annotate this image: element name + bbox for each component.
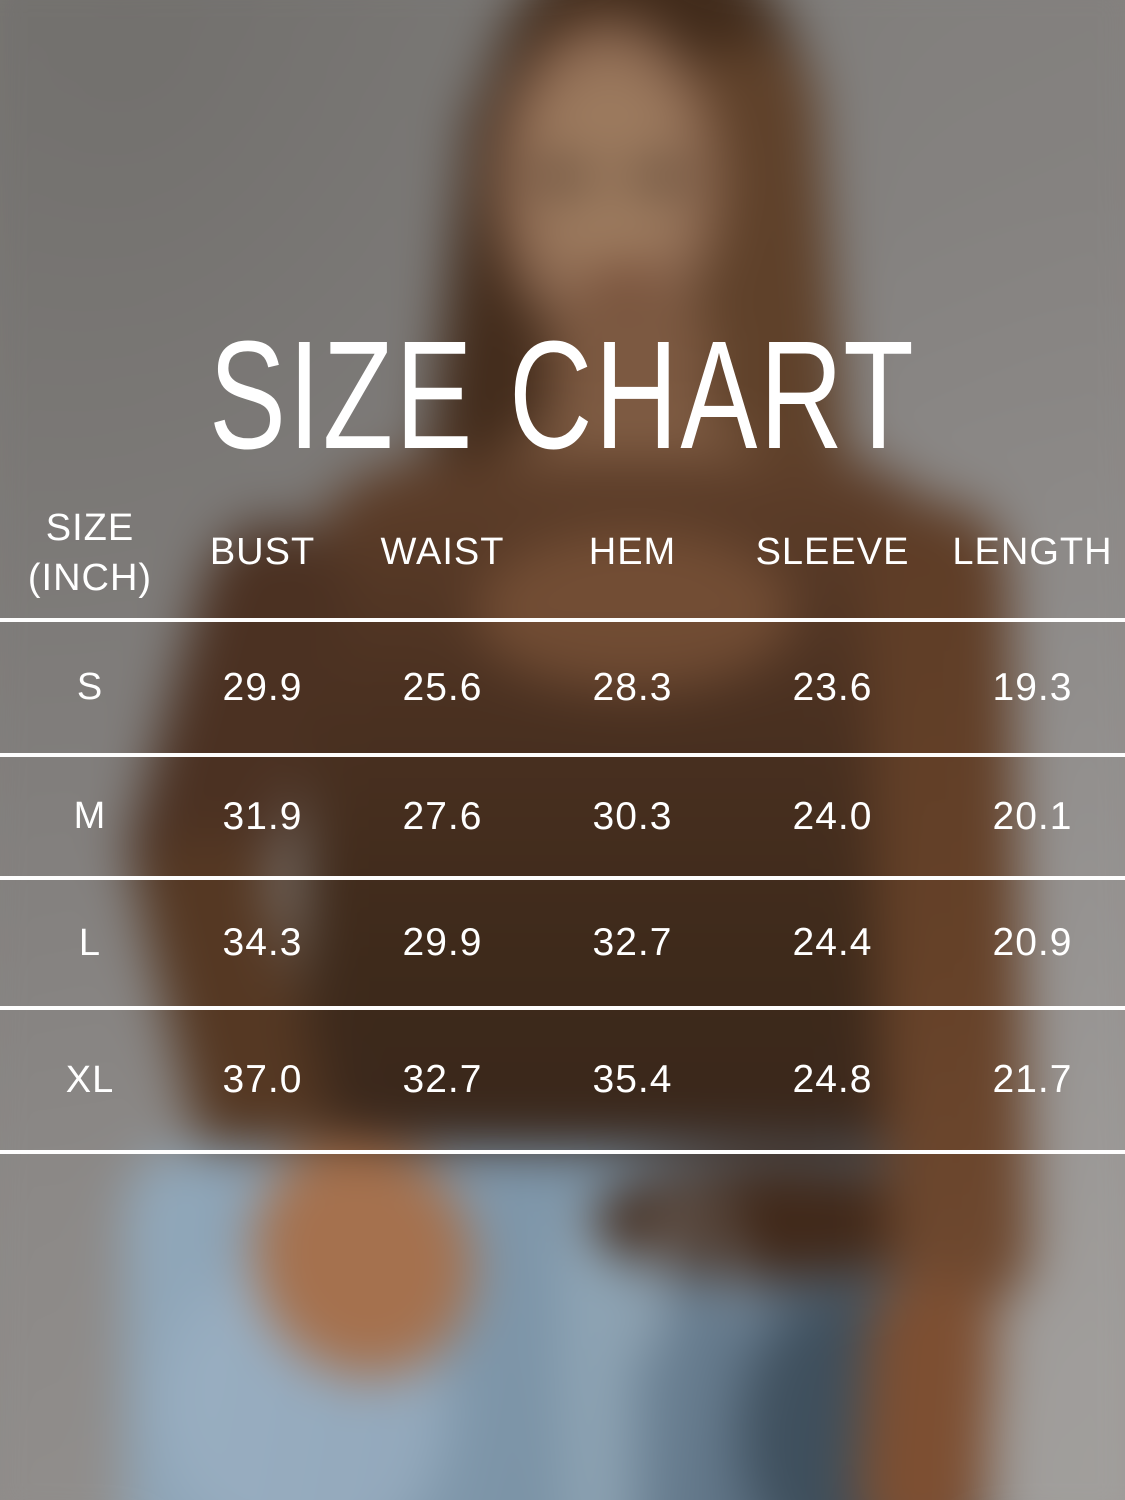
- sleeve-value: 24.0: [792, 794, 873, 838]
- column-header-waist: WAIST: [380, 531, 505, 573]
- waist-value: 29.9: [402, 921, 483, 964]
- column-header-sleeve: SLEEVE: [755, 531, 910, 573]
- hem-value: 35.4: [592, 1058, 673, 1101]
- mesh-top-bust-highlight: [475, 532, 794, 692]
- bust-value: 31.9: [222, 794, 303, 838]
- size-header-line1: SIZE: [45, 506, 135, 549]
- model-left-eye: [531, 164, 593, 189]
- row-label: S: [76, 666, 104, 708]
- model-right-eye: [628, 164, 691, 189]
- table-row-s: S 29.9 25.6 28.3 23.6 19.3: [0, 622, 1125, 753]
- bust-value: 37.0: [222, 1058, 303, 1101]
- column-header-bust: BUST: [209, 531, 316, 573]
- sleeve-value: 23.6: [792, 665, 873, 709]
- column-header-size-inch: SIZE (INCH): [0, 490, 180, 615]
- table-header-row: SIZE (INCH) BUST WAIST HEM SLEEVE LENGTH: [0, 490, 1125, 615]
- length-value: 19.3: [992, 665, 1073, 709]
- row-label: L: [78, 921, 102, 964]
- column-header-length: LENGTH: [952, 531, 1113, 573]
- sleeve-value: 24.4: [792, 921, 873, 964]
- table-row-xl: XL 37.0 32.7 35.4 24.8 21.7: [0, 1010, 1125, 1150]
- hem-value: 32.7: [592, 921, 673, 964]
- waist-value: 25.6: [402, 665, 483, 709]
- size-header-line2: (INCH): [27, 556, 153, 599]
- waist-value: 27.6: [402, 794, 483, 838]
- bust-value: 34.3: [222, 921, 303, 964]
- table-divider: [0, 618, 1125, 622]
- table-row-l: L 34.3 29.9 32.7 24.4 20.9: [0, 880, 1125, 1006]
- length-value: 20.9: [992, 921, 1073, 964]
- sleeve-value: 24.8: [792, 1058, 873, 1101]
- hem-value: 28.3: [592, 665, 673, 709]
- column-header-hem: HEM: [588, 531, 677, 573]
- waist-value: 32.7: [402, 1058, 483, 1101]
- length-value: 21.7: [992, 1058, 1073, 1101]
- model-lips: [586, 264, 663, 295]
- table-divider: [0, 753, 1125, 757]
- page-title: SIZE CHART: [208, 309, 917, 481]
- table-divider: [0, 1006, 1125, 1010]
- table-row-m: M 31.9 27.6 30.3 24.0 20.1: [0, 757, 1125, 876]
- row-label: M: [73, 795, 107, 837]
- bust-value: 29.9: [222, 665, 303, 709]
- hem-value: 30.3: [592, 794, 673, 838]
- table-divider: [0, 876, 1125, 880]
- table-divider: [0, 1150, 1125, 1154]
- row-label: XL: [65, 1058, 115, 1101]
- length-value: 20.1: [992, 794, 1073, 838]
